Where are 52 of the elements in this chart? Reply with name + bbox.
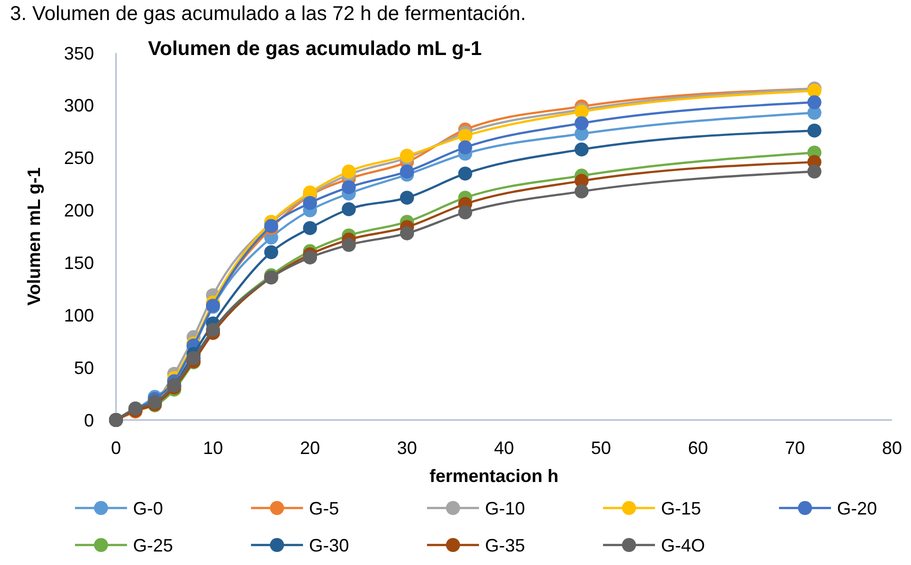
point <box>400 226 414 240</box>
point <box>574 184 589 198</box>
y-tick-label: 100 <box>64 305 94 326</box>
point <box>458 128 472 143</box>
x-tick-label: 70 <box>784 438 806 458</box>
point <box>400 190 414 205</box>
point <box>458 205 472 220</box>
point <box>574 116 589 130</box>
point <box>342 202 356 216</box>
legend-label: G-20 <box>837 498 878 518</box>
point <box>400 164 414 178</box>
legend-label: G-15 <box>661 498 702 518</box>
legend-label: G-35 <box>485 535 526 556</box>
legend-label: G-0 <box>133 498 164 518</box>
point <box>807 124 822 138</box>
point <box>458 140 472 154</box>
chart-title: Volumen de gas acumulado mL g-1 <box>148 38 482 60</box>
x-tick-label: 30 <box>396 438 418 458</box>
y-tick-label: 50 <box>74 358 94 378</box>
legend-label: G-4O <box>661 535 706 556</box>
y-axis-title: Volumen mL g-1 <box>24 167 44 306</box>
x-tick-label: 50 <box>590 438 612 458</box>
x-tick-label: 60 <box>688 438 708 458</box>
point <box>342 164 356 178</box>
x-tick-label: 20 <box>300 438 320 458</box>
x-tick-label: 80 <box>882 438 902 458</box>
legend-label: G-30 <box>309 535 350 556</box>
text: 3. Volumen de gas acumulado a las 72 h de fermentación. <box>10 3 526 25</box>
y-tick-label: 0 <box>84 410 94 430</box>
point <box>303 250 317 264</box>
y-tick-label: 350 <box>64 43 94 64</box>
point <box>264 245 278 260</box>
point <box>807 164 822 178</box>
legend-label: G-5 <box>309 498 340 518</box>
point <box>342 180 356 194</box>
x-tick-label: 0 <box>110 438 122 458</box>
x-tick-label: 40 <box>494 438 514 458</box>
legend-label: G-10 <box>485 498 526 518</box>
y-tick-label: 300 <box>64 96 94 116</box>
y-tick-label: 200 <box>64 200 94 221</box>
x-axis-title: fermentacion h <box>429 466 559 486</box>
point <box>574 142 589 156</box>
legend-label: G-25 <box>133 535 174 556</box>
y-tick-label: 250 <box>64 148 94 168</box>
point <box>186 351 201 366</box>
point <box>807 95 822 110</box>
point <box>342 238 356 252</box>
x-tick-label: 10 <box>202 438 224 458</box>
point <box>303 221 317 236</box>
y-tick-label: 150 <box>64 253 94 274</box>
point <box>303 196 317 210</box>
point <box>458 166 472 181</box>
